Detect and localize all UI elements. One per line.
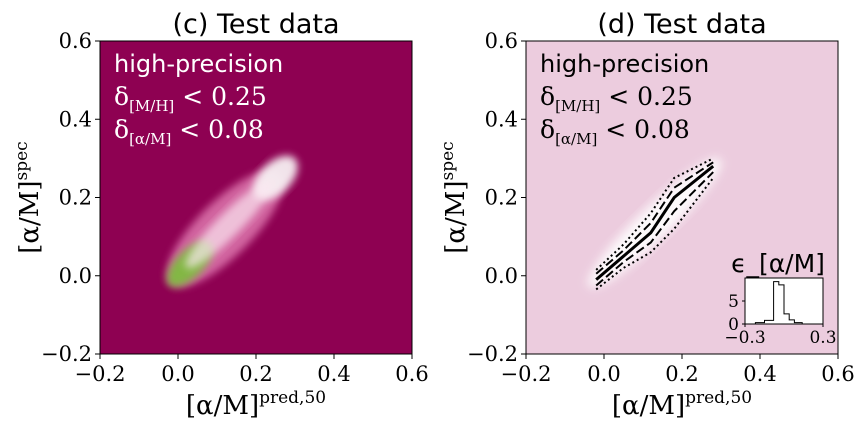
inset-y-tick-label: 5 (728, 292, 739, 312)
x-tick-label: 0.2 (239, 362, 272, 386)
x-tick-label: 0.4 (743, 362, 776, 386)
density-band (588, 158, 722, 288)
y-tick-label: 0.0 (59, 264, 92, 288)
x-tick-label: 0.2 (665, 362, 698, 386)
annotation-condition: δ[α/M] < 0.08 (114, 115, 264, 148)
x-tick-label: 0.4 (317, 362, 350, 386)
panel-d: −0.2 0.0 0.2 0.4 0.6 −0.2 0.0 0.2 0.4 0.6 (d) Test… (438, 9, 855, 421)
chart-title: (d) Test data (597, 9, 766, 40)
y-tick-label: 0.6 (59, 29, 92, 53)
annotation-label: high-precision (114, 50, 283, 78)
inset-title: ϵ_[α/M] (731, 249, 825, 278)
y-tick-label: 0.6 (485, 29, 518, 53)
plot-body (588, 157, 722, 291)
y-axis-label: [α/M]spec (438, 141, 471, 253)
annotation-label: high-precision (540, 50, 709, 78)
series-line-dotted-3 (595, 177, 714, 291)
y-tick-label: 0.0 (485, 264, 518, 288)
inset-histogram: −0.3 0.3 0 5 ϵ_[α/M] (724, 249, 836, 348)
series-line-dashed-1 (595, 171, 714, 287)
y-tick-label: 0.4 (485, 107, 518, 131)
y-tick-label: −0.2 (467, 342, 518, 366)
x-tick-label: 0.6 (395, 362, 428, 386)
inset-y-tick-label: 0 (728, 315, 739, 335)
y-tick-label: 0.4 (59, 107, 92, 131)
inset-x-tick-label: −0.3 (724, 328, 765, 348)
inset-x-tick-label: 0.3 (809, 328, 836, 348)
y-axis-label: [α/M]spec (12, 141, 45, 253)
panel-c: −0.2 0.0 0.2 0.4 0.6 −0.2 0.0 0.2 0.4 0.6 (c) Test… (12, 9, 429, 421)
x-tick-label: −0.2 (501, 362, 552, 386)
y-tick-label: −0.2 (41, 342, 92, 366)
annotation-condition: δ[α/M] < 0.08 (540, 115, 690, 148)
series-line-dotted-4 (595, 157, 714, 271)
annotation-condition: δ[M/H] < 0.25 (540, 82, 693, 115)
chart-title: (c) Test data (172, 9, 339, 40)
x-tick-label: 0.6 (821, 362, 854, 386)
x-axis-label: [α/M]pred,50 (186, 388, 326, 421)
y-tick-label: 0.2 (485, 186, 518, 210)
x-tick-label: 0.0 (587, 362, 620, 386)
inset-histogram-step (754, 281, 803, 324)
x-axis-label: [α/M]pred,50 (612, 388, 752, 421)
x-tick-label: −0.2 (75, 362, 126, 386)
annotation-condition: δ[M/H] < 0.25 (114, 82, 267, 115)
series-line-solid-0 (595, 165, 715, 281)
x-tick-label: 0.0 (161, 362, 194, 386)
series-line-dashed-2 (595, 161, 714, 275)
plot-body (166, 155, 298, 288)
y-tick-label: 0.2 (59, 186, 92, 210)
density-blob-mid (185, 181, 272, 269)
